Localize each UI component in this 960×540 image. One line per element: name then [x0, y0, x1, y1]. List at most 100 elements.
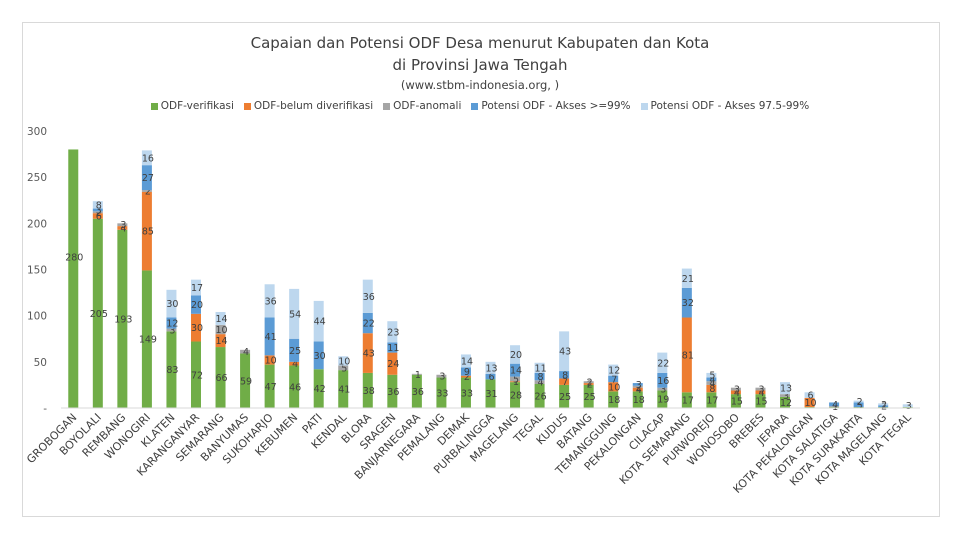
bar-segment-3 [510, 376, 521, 382]
data-label: 280 [65, 253, 83, 264]
data-label: 12 [780, 398, 792, 409]
data-label: 41 [338, 385, 350, 396]
bar-segment-5 [608, 364, 619, 376]
data-label: 4 [636, 385, 642, 396]
legend-label: ODF-anomali [393, 100, 462, 112]
bar-segment-3 [780, 394, 791, 397]
bar-segment-2 [92, 213, 103, 219]
data-label: 33 [461, 388, 473, 399]
data-label: 205 [90, 309, 108, 320]
legend-swatch [150, 102, 158, 110]
bar-segment-5 [338, 356, 349, 366]
data-label: 6 [488, 372, 494, 383]
data-label: 25 [289, 346, 301, 357]
data-label: 11 [535, 363, 547, 374]
bar-segment-3 [829, 406, 840, 408]
bar-segment-4 [853, 402, 864, 408]
bar-segment-1 [559, 384, 570, 408]
chart-frame [22, 22, 940, 517]
bar-segment-1 [338, 370, 349, 408]
bar-segment-1 [632, 391, 643, 408]
bar-segment-2 [460, 375, 471, 378]
bar-segment-2 [264, 355, 275, 365]
bar-segment-5 [387, 321, 398, 343]
data-label: 7 [611, 374, 617, 385]
bar-segment-2 [215, 334, 226, 348]
chart-subtitle: di Provinsi Jawa Tengah [392, 56, 568, 74]
bar-segment-4 [485, 373, 496, 380]
bar-segment-5 [780, 382, 791, 395]
data-label: 20 [191, 300, 203, 311]
data-label: 15 [731, 397, 743, 408]
data-label: 10 [608, 382, 620, 393]
bar-segment-5 [853, 400, 864, 403]
data-label: 2 [881, 400, 887, 411]
bar-segment-1 [583, 384, 594, 408]
bar-segment-4 [92, 208, 103, 212]
data-label: 36 [412, 387, 424, 398]
bar-segment-1 [68, 149, 79, 408]
y-tick-label: - [43, 403, 47, 415]
data-label: 10 [265, 355, 277, 366]
data-label: 7 [562, 377, 568, 388]
bar-segment-1 [510, 382, 521, 408]
bar-segment-2 [804, 397, 815, 408]
data-label: 27 [142, 173, 154, 184]
bar-segment-5 [362, 279, 373, 313]
data-label: 5 [857, 400, 863, 411]
bar-segment-4 [460, 367, 471, 376]
bar-segment-4 [289, 338, 300, 362]
bar-segment-3 [436, 374, 447, 378]
data-label: 21 [682, 274, 694, 285]
bar-segment-5 [534, 362, 545, 373]
data-label: 18 [633, 395, 645, 406]
bar-segment-2 [608, 382, 619, 392]
bar-segment-5 [485, 361, 496, 374]
bar-segment-4 [141, 165, 152, 191]
data-label: 4 [709, 379, 715, 390]
bar-segment-1 [780, 396, 791, 408]
data-label: 3 [734, 385, 740, 396]
legend-label: ODF-belum diverifikasi [253, 100, 374, 112]
bar-segment-1 [608, 391, 619, 408]
legend-item-odf-belum-diverifikasi: ODF-belum diverifikasi [243, 100, 374, 112]
data-label: 2 [881, 402, 887, 413]
data-label: 5 [341, 363, 347, 374]
bar-segment-4 [559, 371, 570, 379]
data-label: 14 [461, 356, 473, 367]
bar-segment-1 [240, 353, 251, 408]
data-label: 4 [734, 388, 740, 399]
bar-segment-2 [559, 378, 570, 385]
bar-segment-5 [681, 268, 692, 288]
bar-segment-5 [264, 284, 275, 318]
bar-segment-2 [289, 361, 300, 366]
data-label: 10 [338, 356, 350, 367]
data-label: 43 [559, 347, 571, 358]
bar-segment-4 [166, 317, 177, 329]
data-label: 23 [387, 327, 399, 338]
bar-segment-4 [681, 287, 692, 318]
legend-swatch [471, 102, 479, 110]
data-label: 16 [657, 376, 669, 387]
data-label: 85 [142, 227, 154, 238]
data-label: 47 [265, 382, 277, 393]
bar-segment-3 [583, 381, 594, 384]
bar-segment-2 [681, 317, 692, 393]
data-label: 9 [464, 367, 470, 378]
bar-segment-5 [559, 331, 570, 372]
chart-legend: ODF-verifikasi ODF-belum diverifikasi OD… [0, 100, 960, 112]
data-label: 4 [292, 359, 298, 370]
legend-swatch [383, 102, 391, 110]
bar-segment-1 [657, 390, 668, 408]
data-label: 33 [436, 388, 448, 399]
data-label: 2 [587, 378, 593, 389]
data-label: 8 [538, 372, 544, 383]
data-label: 26 [535, 391, 547, 402]
data-label: 3 [439, 372, 445, 383]
bar-segment-4 [878, 405, 889, 408]
bar-segment-1 [166, 331, 177, 408]
legend-item-potensi-975: Potensi ODF - Akses 97.5-99% [640, 100, 809, 112]
data-label: 20 [510, 350, 522, 361]
bar-segment-5 [215, 311, 226, 325]
bar-segment-1 [706, 392, 717, 408]
